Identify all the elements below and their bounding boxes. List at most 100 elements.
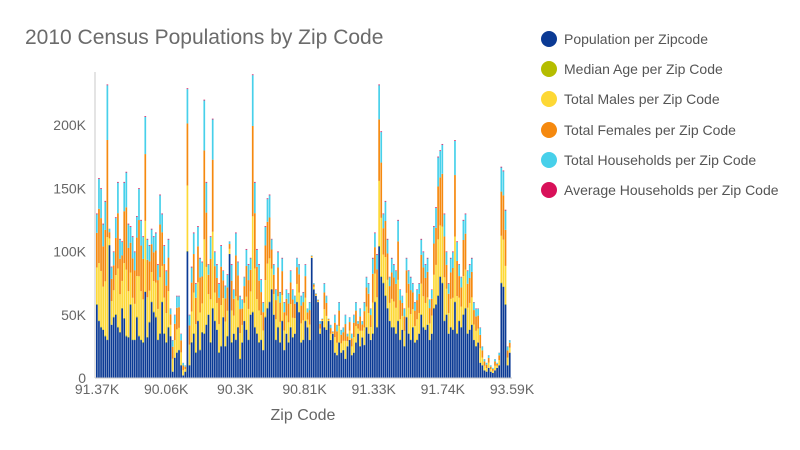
- bar-total-females[interactable]: [224, 298, 227, 322]
- bar-median-age[interactable]: [258, 341, 260, 343]
- bar-total-males[interactable]: [302, 320, 305, 340]
- bar-population[interactable]: [481, 365, 484, 378]
- bar-average-households[interactable]: [416, 289, 418, 290]
- bar-median-age[interactable]: [458, 320, 461, 322]
- bar-average-households[interactable]: [462, 219, 465, 221]
- bar-total-females[interactable]: [460, 287, 463, 307]
- bar-median-age[interactable]: [117, 326, 119, 328]
- bar-total-households[interactable]: [131, 237, 134, 259]
- bar-population[interactable]: [98, 321, 100, 378]
- bar-total-households[interactable]: [449, 258, 452, 273]
- bar-population[interactable]: [338, 342, 340, 378]
- bar-total-households[interactable]: [287, 293, 290, 304]
- bar-population[interactable]: [403, 346, 406, 379]
- bar-average-households[interactable]: [102, 223, 105, 225]
- bar-total-males[interactable]: [291, 317, 294, 338]
- bar-total-males[interactable]: [165, 313, 168, 342]
- bar-total-households[interactable]: [117, 182, 119, 214]
- bar-total-males[interactable]: [100, 270, 102, 327]
- legend-item[interactable]: Median Age per Zip Code: [541, 54, 779, 84]
- bar-median-age[interactable]: [395, 333, 397, 334]
- bar-total-females[interactable]: [378, 119, 380, 181]
- bar-total-households[interactable]: [129, 226, 132, 243]
- bar-total-females[interactable]: [443, 236, 446, 278]
- bar-total-females[interactable]: [466, 283, 469, 308]
- bar-total-males[interactable]: [114, 275, 117, 314]
- bar-total-males[interactable]: [315, 294, 317, 296]
- bar-median-age[interactable]: [376, 326, 378, 328]
- bar-total-females[interactable]: [230, 280, 233, 311]
- bar-total-males[interactable]: [300, 323, 303, 343]
- bar-median-age[interactable]: [144, 291, 147, 292]
- bar-average-households[interactable]: [437, 156, 439, 158]
- bar-population[interactable]: [218, 352, 220, 378]
- bar-population[interactable]: [399, 340, 402, 378]
- bar-average-households[interactable]: [409, 276, 412, 278]
- bar-total-females[interactable]: [367, 293, 370, 313]
- bar-median-age[interactable]: [148, 321, 151, 323]
- bar-total-females[interactable]: [289, 282, 292, 305]
- bar-median-age[interactable]: [119, 331, 121, 333]
- bar-total-households[interactable]: [492, 367, 494, 369]
- bar-average-households[interactable]: [251, 74, 254, 76]
- bar-population[interactable]: [317, 302, 319, 378]
- bar-total-households[interactable]: [165, 271, 168, 286]
- bar-total-females[interactable]: [401, 302, 404, 316]
- bar-average-households[interactable]: [163, 245, 166, 246]
- bar-population[interactable]: [308, 340, 311, 378]
- legend-item[interactable]: Population per Zipcode: [541, 24, 779, 54]
- bar-total-households[interactable]: [344, 315, 347, 325]
- bar-median-age[interactable]: [464, 307, 467, 309]
- bar-total-females[interactable]: [462, 239, 465, 277]
- bar-total-males[interactable]: [218, 324, 220, 352]
- bar-total-males[interactable]: [346, 341, 349, 347]
- bar-average-households[interactable]: [382, 213, 385, 215]
- bar-total-males[interactable]: [374, 273, 376, 302]
- bar-population[interactable]: [393, 327, 395, 378]
- bar-total-females[interactable]: [266, 221, 269, 264]
- bar-total-females[interactable]: [416, 300, 418, 320]
- bar-total-males[interactable]: [489, 369, 492, 372]
- bar-total-females[interactable]: [508, 342, 511, 348]
- bar-total-males[interactable]: [224, 321, 227, 346]
- bar-population[interactable]: [464, 308, 467, 378]
- bar-population[interactable]: [264, 317, 267, 378]
- bar-total-males[interactable]: [150, 272, 153, 302]
- bar-total-females[interactable]: [441, 173, 444, 227]
- bar-median-age[interactable]: [190, 341, 193, 343]
- bar-total-females[interactable]: [481, 350, 484, 358]
- bar-total-households[interactable]: [138, 189, 140, 221]
- bar-total-females[interactable]: [184, 366, 187, 370]
- bar-population[interactable]: [144, 291, 147, 378]
- bar-total-males[interactable]: [117, 268, 119, 327]
- bar-total-households[interactable]: [325, 296, 328, 303]
- bar-average-households[interactable]: [218, 283, 220, 284]
- bar-population[interactable]: [319, 333, 321, 378]
- bar-median-age[interactable]: [230, 341, 233, 343]
- bar-total-households[interactable]: [144, 116, 147, 155]
- bar-total-females[interactable]: [159, 224, 161, 278]
- bar-median-age[interactable]: [435, 303, 437, 305]
- bar-total-households[interactable]: [369, 308, 372, 316]
- bar-total-households[interactable]: [481, 346, 484, 351]
- bar-total-females[interactable]: [498, 355, 501, 361]
- bar-average-households[interactable]: [188, 314, 191, 316]
- bar-total-females[interactable]: [237, 275, 239, 301]
- bar-total-households[interactable]: [245, 249, 248, 267]
- bar-total-males[interactable]: [268, 258, 271, 302]
- bar-total-females[interactable]: [308, 310, 311, 325]
- bar-total-males[interactable]: [228, 248, 231, 254]
- bar-average-households[interactable]: [367, 283, 370, 284]
- bar-total-households[interactable]: [201, 262, 204, 277]
- bar-population[interactable]: [473, 340, 475, 378]
- bar-total-males[interactable]: [237, 300, 239, 327]
- bar-average-households[interactable]: [197, 226, 199, 227]
- bar-average-households[interactable]: [96, 213, 98, 215]
- bar-total-males[interactable]: [140, 291, 142, 340]
- bar-median-age[interactable]: [123, 317, 126, 319]
- bar-total-households[interactable]: [169, 308, 172, 315]
- bar-average-households[interactable]: [258, 264, 260, 265]
- bar-population[interactable]: [504, 304, 507, 378]
- bar-total-households[interactable]: [161, 214, 163, 233]
- bar-total-households[interactable]: [508, 340, 511, 343]
